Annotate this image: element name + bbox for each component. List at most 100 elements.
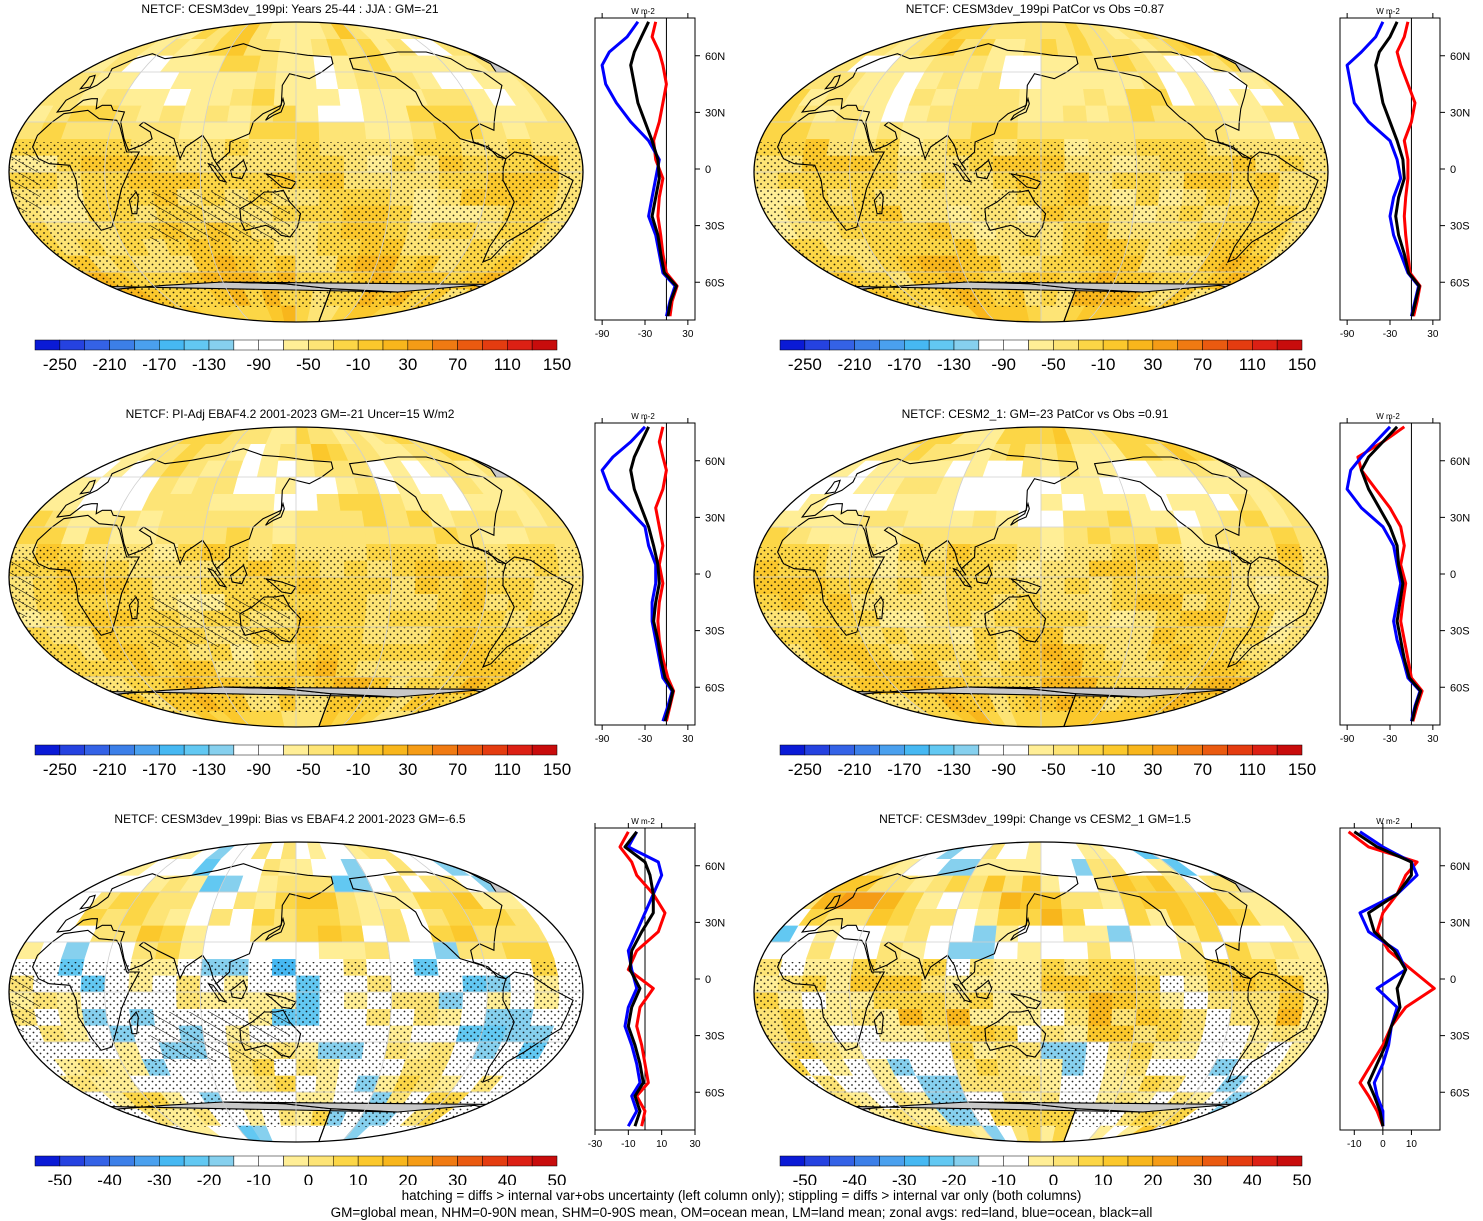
- colorbar-tick-label: -210: [838, 760, 872, 779]
- colorbar-swatch: [779, 1155, 806, 1167]
- continent-africa: [31, 514, 141, 636]
- colorbar-swatch: [1202, 744, 1228, 756]
- colorbar-swatch: [854, 339, 880, 351]
- colorbar-tick-label: 70: [1193, 760, 1212, 779]
- continent-borneo: [229, 564, 248, 585]
- colorbar-tick-label: -10: [346, 760, 371, 779]
- colorbar-swatch: [333, 1155, 359, 1167]
- continent-north-america: [348, 871, 507, 980]
- colorbar-tick-label: -10: [1091, 760, 1116, 779]
- continent-africa: [776, 929, 886, 1051]
- colorbar-tick-label: -50: [1041, 760, 1066, 779]
- y-tick-label: 60S: [1450, 1087, 1470, 1099]
- colorbar: -50 -40 -30 -20 -10 0 10 20 30 40 50: [34, 1155, 566, 1190]
- colorbar-tick-label: -130: [937, 355, 971, 374]
- colorbar-tick-label: -50: [296, 760, 321, 779]
- zonal-frame: [1339, 422, 1441, 726]
- colorbar-swatch: [357, 1155, 384, 1167]
- continent-south-america: [481, 151, 574, 264]
- graticule: [9, 842, 583, 1142]
- colorbar-tick-label: -10: [991, 1171, 1016, 1185]
- continent-new-guinea: [265, 993, 297, 1010]
- colorbar-swatch: [233, 339, 259, 351]
- colorbar-swatch: [407, 339, 433, 351]
- continent-eurasia: [55, 863, 334, 991]
- colorbar-swatch: [1152, 744, 1178, 756]
- zonal-mean-plot: -30 -10 10 30 60N 30N 0 30S 60S W m-2: [588, 817, 725, 1150]
- colorbar-swatch: [432, 339, 458, 351]
- colorbar-tick-label: -170: [887, 355, 921, 374]
- y-tick-label: 60N: [705, 51, 725, 63]
- colorbar-swatch: [159, 1155, 185, 1167]
- colorbar-tick-label: -250: [788, 355, 822, 374]
- x-tick-label: 30: [689, 1139, 701, 1150]
- colorbar-tick-label: 40: [1243, 1171, 1262, 1185]
- colorbar-swatch: [208, 744, 235, 756]
- x-tick-label: 10: [656, 1139, 668, 1150]
- panel-title: NETCF: CESM2_1: GM=-23 PatCor vs Obs =0.…: [901, 407, 1169, 421]
- colorbar-tick-label: -50: [48, 1171, 73, 1185]
- continent-uk: [823, 894, 841, 910]
- panel-mid-right: NETCF: CESM2_1: GM=-23 PatCor vs Obs =0.…: [745, 405, 1483, 800]
- continent-north-america: [1093, 456, 1252, 565]
- continent-madagascar: [873, 595, 884, 620]
- colorbar-swatch: [357, 744, 384, 756]
- continent-africa: [776, 514, 886, 636]
- continent-sumatra: [207, 982, 228, 1003]
- colorbar-swatch: [208, 339, 235, 351]
- colorbar-swatch: [1078, 744, 1104, 756]
- colorbar-swatch: [308, 744, 334, 756]
- zonal-series-line: [629, 426, 675, 722]
- panel-title: NETCF: CESM3dev_199pi: Bias vs EBAF4.2 2…: [114, 812, 466, 826]
- colorbar-swatch: [34, 744, 61, 756]
- graticule: [754, 842, 1328, 1142]
- continent-australia: [239, 1009, 302, 1058]
- panel-title: NETCF: CESM3dev_199pi PatCor vs Obs =0.8…: [905, 2, 1165, 16]
- colorbar-swatch: [953, 744, 980, 756]
- colorbar-swatch: [1003, 1155, 1029, 1167]
- colorbar-swatch: [84, 744, 110, 756]
- continent-japan: [265, 916, 285, 941]
- zonal-series-line: [600, 425, 674, 722]
- x-tick-label: -90: [1340, 734, 1355, 745]
- colorbar-swatch: [407, 744, 433, 756]
- colorbar-swatch: [953, 1155, 980, 1167]
- colorbar-swatch: [1227, 744, 1253, 756]
- colorbar-swatch: [1078, 339, 1104, 351]
- colorbar-swatch: [804, 339, 830, 351]
- colorbar: -250 -210 -170 -130 -90 -50 -10 30 70 110 150: [779, 339, 1316, 374]
- map-field: [9, 22, 583, 322]
- y-tick-label: 60N: [1450, 51, 1470, 63]
- colorbar-swatch: [779, 339, 806, 351]
- colorbar-swatch: [382, 1155, 409, 1167]
- colorbar-swatch: [978, 1155, 1004, 1167]
- colorbar-swatch: [1003, 744, 1029, 756]
- y-tick-label: 60N: [705, 456, 725, 468]
- x-tick-label: -30: [1383, 329, 1398, 340]
- colorbar-tick-label: 150: [1288, 355, 1316, 374]
- x-tick-label: -90: [595, 329, 610, 340]
- zonal-series-line: [623, 830, 655, 1127]
- y-tick-label: 30N: [705, 917, 725, 929]
- continent-eurasia: [55, 43, 334, 171]
- colorbar-swatch: [1053, 744, 1079, 756]
- map-field: [754, 842, 1328, 1142]
- map-outline: [8, 21, 584, 323]
- continent-new-guinea: [265, 578, 297, 595]
- colorbar-swatch: [1127, 1155, 1154, 1167]
- colorbar-swatch: [1028, 1155, 1054, 1167]
- zonal-unit: W m-2: [631, 817, 655, 826]
- x-tick-label: -30: [638, 329, 653, 340]
- map-figure: -50 -40 -30 -20 -10 0 10 20 30 40 50 -30 -10 10 30 60N 3…: [8, 817, 725, 1190]
- colorbar-swatch: [1152, 339, 1178, 351]
- continent-uk: [78, 894, 96, 910]
- colorbar-swatch: [507, 339, 533, 351]
- continent-sumatra: [207, 162, 228, 183]
- colorbar-tick-label: -30: [147, 1171, 172, 1185]
- y-tick-label: 60N: [705, 861, 725, 873]
- colorbar-swatch: [482, 744, 508, 756]
- continent-australia: [239, 189, 302, 238]
- y-tick-label: 30N: [705, 512, 725, 524]
- panel-bottom-right: NETCF: CESM3dev_199pi: Change vs CESM2_1…: [745, 810, 1483, 1190]
- y-tick-label: 60S: [1450, 682, 1470, 694]
